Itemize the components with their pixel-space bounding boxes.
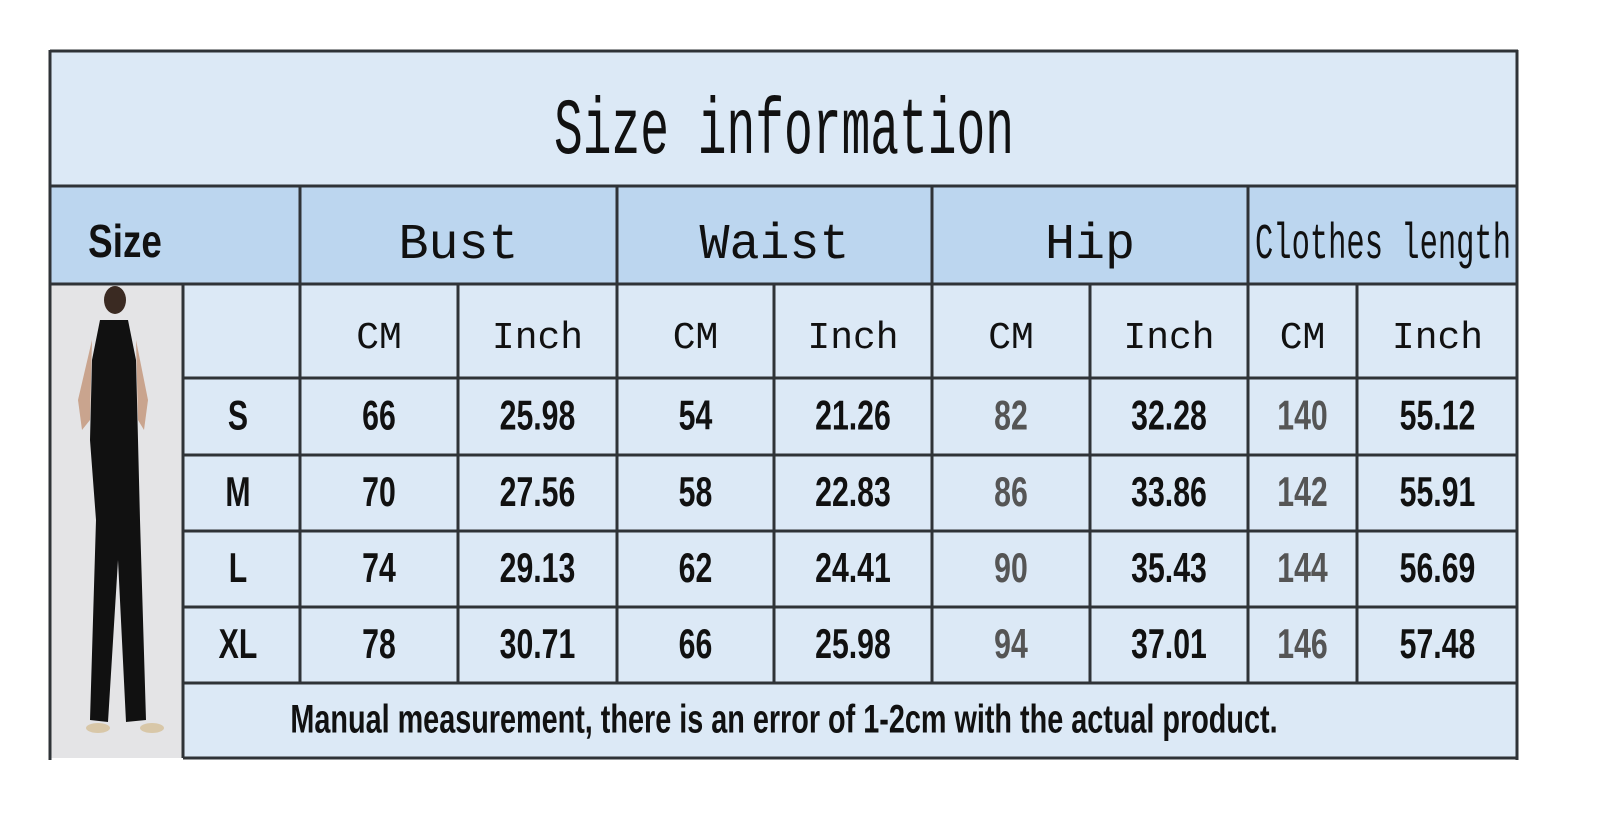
unit-header: Inch — [1392, 317, 1483, 360]
measurement: 142 — [1277, 468, 1327, 515]
measurement: 90 — [994, 544, 1028, 591]
unit-header: Inch — [492, 317, 583, 360]
measurement: 70 — [362, 468, 396, 515]
size-label: S — [228, 392, 248, 439]
column-header: Size — [88, 215, 162, 267]
measurement: 66 — [362, 392, 396, 439]
measurement: 56.69 — [1400, 544, 1476, 591]
measurement: 27.56 — [500, 468, 576, 515]
measurement: 25.98 — [500, 392, 576, 439]
measurement: 146 — [1277, 620, 1327, 667]
title-bg — [50, 50, 1518, 186]
size-label: XL — [219, 620, 258, 667]
column-header: Waist — [699, 217, 849, 274]
column-header: Clothes length — [1255, 217, 1511, 274]
measurement: 24.41 — [815, 544, 891, 591]
unit-header: CM — [988, 317, 1034, 360]
measurement: 82 — [994, 392, 1028, 439]
measurement: 29.13 — [500, 544, 576, 591]
measurement: 30.71 — [500, 620, 576, 667]
measurement: 21.26 — [815, 392, 891, 439]
model-photo — [50, 284, 183, 758]
measurement: 55.91 — [1400, 468, 1476, 515]
measurement: 37.01 — [1131, 620, 1207, 667]
measurement: 78 — [362, 620, 396, 667]
measurement: 66 — [679, 620, 713, 667]
measurement: 144 — [1277, 544, 1328, 591]
measurement: 94 — [994, 620, 1028, 667]
size-label: L — [229, 544, 247, 591]
column-header: Hip — [1045, 217, 1135, 274]
unit-header: Inch — [807, 317, 898, 360]
column-header: Bust — [398, 217, 518, 274]
header-bg — [50, 186, 1518, 284]
unit-header: Inch — [1123, 317, 1214, 360]
size-label: M — [225, 468, 250, 515]
measurement: 32.28 — [1131, 392, 1207, 439]
measurement: 33.86 — [1131, 468, 1207, 515]
unit-header: CM — [1280, 317, 1326, 360]
unit-header: CM — [673, 317, 719, 360]
measurement: 22.83 — [815, 468, 891, 515]
note: Manual measurement, there is an error of… — [290, 697, 1277, 742]
measurement: 55.12 — [1400, 392, 1476, 439]
measurement: 35.43 — [1131, 544, 1207, 591]
measurement: 54 — [679, 392, 713, 439]
body-bg — [183, 284, 1518, 758]
measurement: 58 — [679, 468, 713, 515]
measurement: 140 — [1277, 392, 1327, 439]
title: Size information — [554, 87, 1014, 178]
measurement: 74 — [362, 544, 396, 591]
measurement: 86 — [994, 468, 1028, 515]
measurement: 57.48 — [1400, 620, 1476, 667]
measurement: 62 — [679, 544, 713, 591]
measurement: 25.98 — [815, 620, 891, 667]
unit-header: CM — [356, 317, 402, 360]
